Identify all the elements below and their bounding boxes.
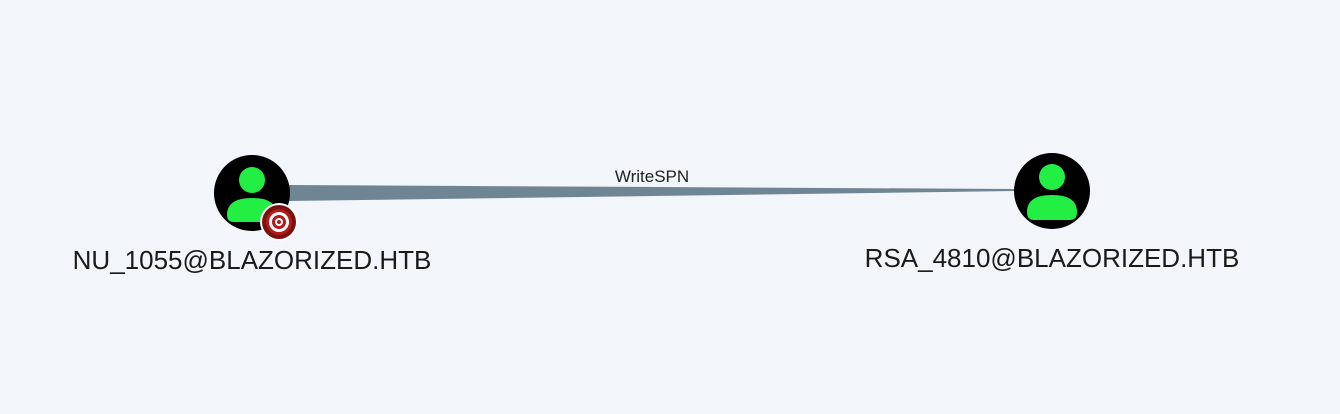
node-rsa-4810[interactable]: RSA_4810@BLAZORIZED.HTB [865,153,1240,273]
node-nu-1055[interactable]: NU_1055@BLAZORIZED.HTB [73,155,432,275]
edge-label: WriteSPN [615,167,689,186]
edge-writespn[interactable]: WriteSPN [287,167,1014,201]
target-icon [260,203,298,241]
node-label: NU_1055@BLAZORIZED.HTB [73,245,432,275]
user-icon [1027,164,1077,220]
edge-line[interactable] [287,185,1014,201]
node-label: RSA_4810@BLAZORIZED.HTB [865,243,1240,273]
